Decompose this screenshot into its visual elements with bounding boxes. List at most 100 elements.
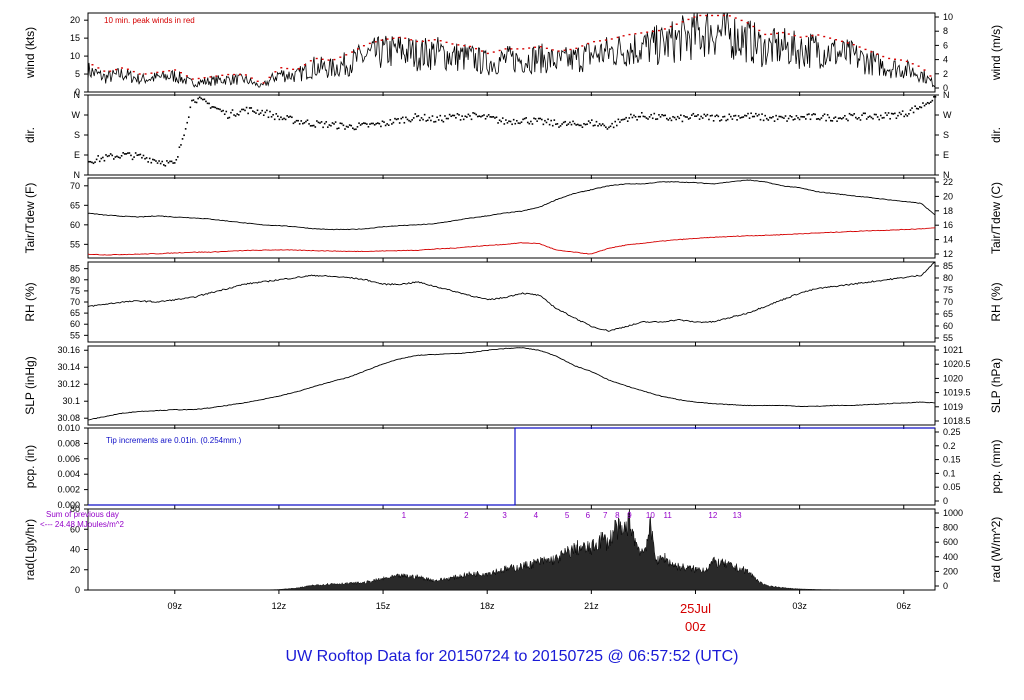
direction-point [461,115,463,117]
direction-point [670,119,673,122]
direction-point [141,156,143,159]
y-tick-label-right: 8 [943,26,948,36]
direction-point [320,121,323,123]
direction-point [456,113,459,115]
direction-point [825,119,827,122]
direction-point [153,159,156,161]
direction-point [580,124,582,127]
direction-point [175,158,178,161]
y-tick-label: 60 [70,220,80,230]
direction-point [851,114,854,117]
direction-point [923,104,926,107]
direction-point [486,115,488,118]
direction-point [539,117,542,120]
direction-point [170,160,173,163]
direction-point [695,115,698,117]
direction-point [826,114,829,116]
direction-point [214,106,217,109]
direction-point [476,115,479,118]
direction-point [155,160,157,162]
direction-point [808,113,810,115]
direction-point [917,108,920,110]
peak-wind-marker [876,53,879,55]
direction-point [833,117,835,120]
peak-wind-marker [711,14,714,17]
direction-point [583,122,585,125]
direction-point [559,125,562,127]
direction-point [492,116,495,118]
peak-wind-marker [256,80,259,82]
y-tick-label-right: 0 [943,83,948,93]
direction-point [398,122,401,124]
peak-wind-marker [923,69,926,71]
direction-point [623,118,626,121]
direction-point [256,109,259,112]
direction-point [156,162,159,164]
direction-point [575,124,577,126]
hour-marker: 12 [708,511,717,520]
direction-point [872,117,874,120]
direction-point [870,116,873,119]
panel-pcp: 0.000 0.002 0.004 0.006 0.008 0.010 0 0.05 0.1 0.… [23,423,1003,510]
peak-wind-marker [705,14,708,17]
direction-point [314,126,317,128]
direction-point [714,115,716,118]
direction-point [466,116,468,118]
direction-point [142,154,145,157]
direction-point [919,106,921,108]
direction-point [681,120,684,123]
direction-point [120,154,123,157]
peak-wind-marker [575,47,578,50]
peak-wind-marker [339,56,342,58]
peak-wind-marker [693,16,696,18]
y-tick-label: 30.16 [57,345,80,355]
direction-point [94,161,96,163]
peak-wind-marker [209,76,212,78]
direction-point [220,110,223,113]
peak-wind-marker [239,73,242,76]
y-tick-label-right: 600 [943,537,958,547]
direction-point [131,158,134,161]
direction-point [792,118,795,121]
direction-point [245,106,248,109]
y-tick-label-right: N [943,90,950,100]
direction-point [373,123,376,126]
direction-point [197,97,199,100]
direction-point [300,120,303,122]
rad-annotation-line2: <--- 24.48 MJoules/m^2 [40,520,125,529]
peak-wind-marker [492,51,495,53]
direction-point [417,115,420,117]
y-tick-label: 0.002 [57,485,80,495]
direction-point [180,144,182,146]
radiation-area [88,508,935,591]
peak-wind-marker [628,33,631,36]
peak-wind-marker [551,49,554,51]
direction-point [564,120,567,123]
peak-wind-marker [292,68,295,71]
direction-point [722,116,724,118]
direction-point [820,117,823,119]
direction-point [119,157,121,159]
y-tick-label-right: 1019.5 [943,388,971,398]
peak-wind-marker [421,40,424,43]
direction-point [280,116,282,119]
direction-point [711,114,713,117]
direction-point [879,114,882,117]
direction-point [412,117,415,119]
x-tick-label: 09z [168,601,183,611]
direction-point [434,120,437,123]
peak-wind-marker [640,32,643,34]
direction-point [806,113,809,116]
peak-wind-marker [616,36,619,39]
y-tick-label: N [74,90,81,100]
direction-point [367,125,370,128]
peak-wind-marker [817,34,820,36]
peak-wind-marker [392,37,395,39]
direction-point [272,114,274,116]
y-tick-label-right: 0.25 [943,427,961,437]
direction-point [809,118,812,121]
direction-point [144,157,146,160]
y-tick-label: 5 [75,69,80,79]
direction-point [578,124,581,127]
